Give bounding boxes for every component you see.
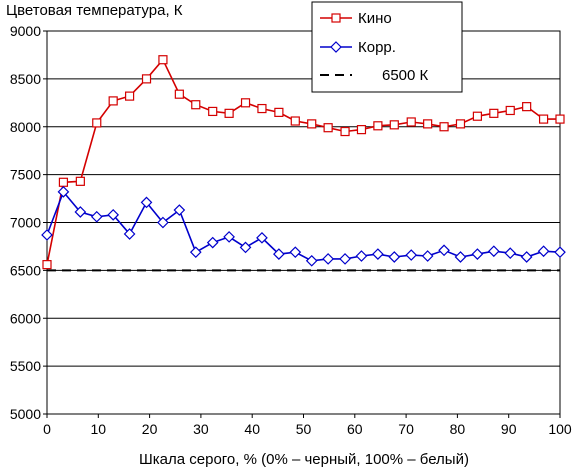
point-kino xyxy=(389,120,399,130)
point-kino xyxy=(42,260,52,270)
point-kino xyxy=(423,119,433,129)
point-kino xyxy=(158,55,168,65)
point-kino xyxy=(124,91,135,101)
x-tick-label: 90 xyxy=(501,421,517,437)
point-kino xyxy=(257,103,267,114)
point-kino xyxy=(108,96,118,106)
y-tick-labels: 5000 5500 6000 6500 7000 7500 8000 8500 9000 xyxy=(10,23,41,422)
x-tick-label: 20 xyxy=(142,421,158,437)
y-tick-label: 8500 xyxy=(10,71,41,87)
point-korr xyxy=(454,251,467,263)
y-tick-label: 9000 xyxy=(10,23,41,39)
point-kino xyxy=(208,106,218,117)
point-korr xyxy=(239,241,252,254)
point-korr xyxy=(289,246,302,259)
point-kino xyxy=(75,176,85,186)
legend-label-6500: 6500 К xyxy=(382,67,429,84)
point-kino xyxy=(455,119,466,129)
x-tick-labels: 0 10 20 30 40 50 60 70 80 90 100 xyxy=(43,421,572,437)
point-korr xyxy=(140,196,153,209)
point-korr xyxy=(107,208,120,221)
point-kino xyxy=(323,123,333,133)
y-tick-label: 7500 xyxy=(10,167,41,183)
point-kino xyxy=(274,107,284,117)
point-korr xyxy=(173,204,186,216)
point-korr xyxy=(206,236,219,249)
point-kino xyxy=(240,98,251,108)
plot-area-frame xyxy=(46,30,561,415)
series-line-korr xyxy=(46,190,561,262)
point-korr xyxy=(223,231,235,243)
point-korr xyxy=(438,244,450,257)
point-kino xyxy=(92,118,102,128)
point-kino xyxy=(522,102,532,112)
series-lines xyxy=(41,55,566,272)
point-kino xyxy=(290,116,300,126)
point-kino xyxy=(141,74,152,84)
point-korr xyxy=(372,248,384,260)
legend: Кино Корр. 6500 К xyxy=(311,1,463,93)
point-korr xyxy=(322,253,334,265)
legend-marker-korr xyxy=(330,41,342,53)
point-korr xyxy=(355,250,368,262)
point-kino xyxy=(224,108,234,118)
point-korr xyxy=(90,210,103,223)
y-tick-label: 5500 xyxy=(10,358,41,374)
point-kino xyxy=(505,105,515,116)
legend-label-kino: Кино xyxy=(358,10,392,27)
point-korr xyxy=(537,245,550,258)
point-kino xyxy=(373,121,383,131)
point-korr xyxy=(57,186,70,198)
point-korr xyxy=(504,247,517,259)
point-kino xyxy=(489,108,499,118)
y-tick-label: 7000 xyxy=(10,215,41,231)
point-kino xyxy=(58,177,69,187)
x-tick-label: 30 xyxy=(193,421,209,437)
y-tick-label: 6000 xyxy=(10,310,41,326)
legend-marker-kino xyxy=(331,13,341,23)
point-korr xyxy=(157,216,169,229)
point-kino xyxy=(439,122,449,132)
point-kino xyxy=(174,89,184,99)
point-kino xyxy=(356,125,367,135)
point-kino xyxy=(472,111,483,121)
point-korr xyxy=(74,206,87,218)
point-korr xyxy=(554,246,566,259)
x-tick-label: 40 xyxy=(244,421,260,437)
legend-label-korr: Корр. xyxy=(358,39,396,56)
point-korr xyxy=(189,246,202,259)
y-tick-label: 8000 xyxy=(10,119,41,135)
x-tick-label: 80 xyxy=(450,421,466,437)
point-korr xyxy=(520,251,533,263)
x-tick-label: 10 xyxy=(91,421,107,437)
x-tick-label: 100 xyxy=(548,421,572,437)
point-kino xyxy=(340,126,350,137)
point-korr xyxy=(123,228,136,240)
point-korr xyxy=(273,248,285,260)
point-korr xyxy=(388,251,401,263)
point-korr xyxy=(41,229,53,241)
point-korr xyxy=(471,248,484,260)
point-kino xyxy=(406,117,416,127)
point-korr xyxy=(421,250,434,262)
y-axis-title: Цветовая температура, К xyxy=(6,2,183,19)
point-korr xyxy=(487,245,500,258)
point-korr xyxy=(339,253,351,265)
point-kino xyxy=(555,114,565,124)
point-korr xyxy=(405,249,418,261)
point-kino xyxy=(307,119,317,129)
x-tick-label: 50 xyxy=(296,421,312,437)
x-tick-label: 0 xyxy=(43,421,51,437)
point-kino xyxy=(191,100,201,110)
y-tick-label: 6500 xyxy=(10,262,41,278)
x-tick-label: 70 xyxy=(398,421,414,437)
x-tick-label: 60 xyxy=(347,421,363,437)
x-axis-title: Шкала серого, % (0% – черный, 100% – бел… xyxy=(139,451,469,467)
point-kino xyxy=(538,114,549,124)
point-korr xyxy=(305,254,318,267)
y-tick-label: 5000 xyxy=(10,406,41,422)
point-korr xyxy=(256,231,268,244)
